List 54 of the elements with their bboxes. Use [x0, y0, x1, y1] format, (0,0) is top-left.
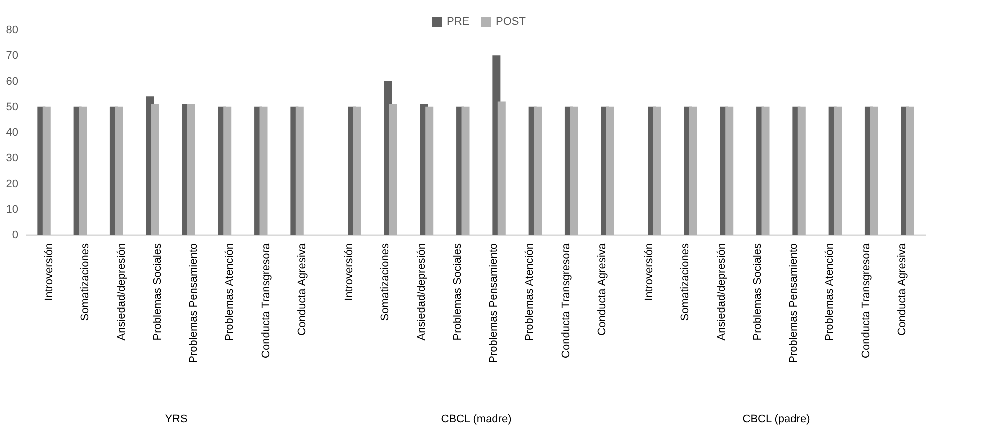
x-tick-label: Problemas Pensamiento [788, 244, 800, 364]
y-tick-label: 0 [12, 230, 18, 242]
x-tick-label: Problemas Pensamiento [488, 244, 500, 364]
bar [498, 102, 506, 235]
bar [606, 106, 614, 235]
y-tick-label: 80 [6, 24, 18, 36]
legend-label: PRE [447, 16, 470, 28]
bar [353, 106, 362, 235]
x-tick-label: Somatizaciones [80, 243, 92, 322]
x-tick-label: Somatizaciones [680, 243, 692, 322]
bar [115, 106, 124, 235]
bar [426, 106, 434, 235]
x-tick-label: Conducta Agresiva [896, 242, 909, 336]
x-tick-label: Introversión [343, 244, 356, 301]
x-tick-label: Introversión [643, 244, 656, 301]
x-tick-label: Conducta Transgresora [560, 242, 572, 358]
bar [151, 104, 160, 235]
x-tick-label: Ansiedad/depresión [416, 244, 428, 341]
x-tick-label: Ansiedad/depresión [116, 244, 128, 341]
bar [570, 106, 578, 235]
x-tick-label: Ansiedad/depresión [716, 244, 728, 341]
y-tick-label: 60 [6, 76, 18, 88]
x-axis-title: YRS [165, 413, 188, 426]
y-tick-label: 30 [6, 152, 18, 165]
bar [296, 106, 304, 235]
bar [42, 106, 51, 235]
x-tick-label: Introversión [43, 244, 56, 301]
x-tick-label: Problemas Pensamiento [188, 244, 200, 364]
x-tick-label: Problemas Atención [824, 244, 836, 342]
x-tick-label: Problemas Atención [224, 244, 236, 342]
y-tick-label: 20 [6, 178, 18, 190]
bar [224, 106, 232, 235]
bar [79, 106, 88, 235]
x-tick-label: Problemas Sociales [452, 243, 464, 341]
y-tick-label: 70 [6, 50, 18, 62]
x-axis-title: CBCL (padre) [742, 413, 810, 426]
x-tick-label: Conducta Agresiva [296, 242, 309, 336]
x-tick-label: Conducta Transgresora [260, 242, 272, 358]
bar [534, 106, 542, 235]
legend-label: POST [496, 16, 526, 28]
y-tick-label: 10 [6, 204, 18, 216]
bar [462, 106, 470, 235]
x-tick-label: Problemas Sociales [752, 243, 764, 341]
bar [389, 104, 398, 235]
x-tick-label: Conducta Agresiva [596, 242, 609, 336]
x-tick-label: Problemas Atención [524, 244, 536, 342]
x-tick-label: Conducta Transgresora [860, 242, 872, 358]
x-tick-label: Problemas Sociales [152, 243, 164, 341]
x-axis-title: CBCL (madre) [441, 413, 512, 426]
y-tick-label: 40 [6, 127, 18, 139]
x-tick-label: Somatizaciones [380, 243, 392, 322]
y-tick-label: 50 [6, 101, 18, 114]
bar [260, 106, 268, 235]
bar [187, 104, 196, 235]
